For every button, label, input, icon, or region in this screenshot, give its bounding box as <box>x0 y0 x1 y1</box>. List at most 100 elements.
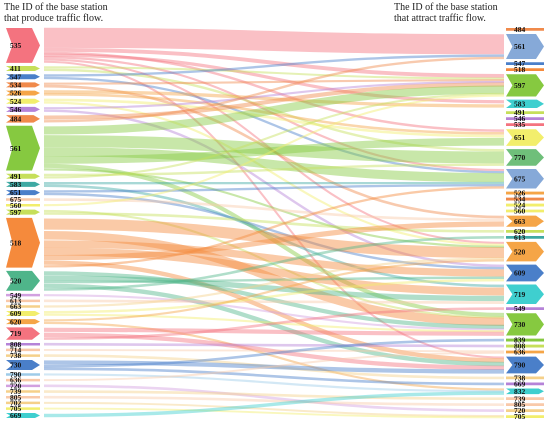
source-label-549: 549 <box>10 291 22 300</box>
flow-link-583-to-719 <box>43 184 505 288</box>
source-label-546: 546 <box>10 105 22 114</box>
target-node-560 <box>506 209 544 213</box>
source-node-719 <box>6 327 40 340</box>
source-node-560 <box>6 203 40 207</box>
source-label-739: 739 <box>10 387 22 396</box>
flow-link-651-to-609 <box>43 192 505 270</box>
target-node-675 <box>506 168 544 189</box>
target-label-535: 535 <box>514 120 526 129</box>
flow-link-720-to-720 <box>43 384 505 412</box>
source-node-739 <box>6 390 40 393</box>
flow-link-491-to-770 <box>43 163 505 177</box>
source-node-808 <box>6 342 40 346</box>
source-node-675 <box>6 198 40 201</box>
source-node-620 <box>6 319 40 325</box>
source-node-613 <box>6 299 40 303</box>
source-node-669 <box>6 413 40 418</box>
source-label-524: 524 <box>10 97 22 106</box>
flow-link-561-to-770 <box>43 135 505 164</box>
target-node-546 <box>506 117 544 121</box>
target-label-669: 669 <box>514 380 526 389</box>
source-label-669: 669 <box>10 411 22 420</box>
source-label-805: 805 <box>10 393 22 402</box>
flow-link-520-to-719 <box>43 275 505 302</box>
source-node-535 <box>6 28 40 63</box>
target-label-560: 560 <box>514 207 526 216</box>
target-label-484: 484 <box>514 25 526 34</box>
flow-link-705-to-705 <box>43 407 505 419</box>
target-node-669 <box>506 382 544 386</box>
flow-link-739-to-739 <box>43 390 505 400</box>
target-node-770 <box>506 149 544 166</box>
target-node-526 <box>506 191 544 195</box>
target-label-524: 524 <box>514 201 526 210</box>
source-node-720 <box>6 384 40 388</box>
source-label-411: 411 <box>10 64 21 73</box>
flow-link-491-to-597 <box>43 92 505 179</box>
target-label-518: 518 <box>514 65 526 74</box>
source-node-597 <box>6 209 40 215</box>
target-label-526: 526 <box>514 189 526 198</box>
source-label-583: 583 <box>10 180 22 189</box>
flow-link-518-to-730 <box>43 231 505 326</box>
source-node-518 <box>6 217 40 268</box>
target-node-720 <box>506 409 544 413</box>
flow-link-535-to-561 <box>43 27 505 55</box>
target-node-805 <box>506 403 544 407</box>
flow-link-790-to-832 <box>43 373 505 393</box>
source-node-583 <box>6 181 40 187</box>
flow-link-620-to-520 <box>43 259 505 322</box>
target-node-524 <box>506 203 544 207</box>
source-label-609: 609 <box>10 309 22 318</box>
source-node-534 <box>6 82 40 88</box>
flow-link-597-to-730 <box>43 209 505 319</box>
target-node-609 <box>506 264 544 282</box>
flow-link-484-to-561 <box>43 56 505 123</box>
target-label-719: 719 <box>514 290 526 299</box>
flow-links <box>43 27 505 419</box>
target-label-597: 597 <box>514 81 526 90</box>
flow-link-534-to-663 <box>43 84 505 219</box>
target-node-620 <box>506 229 544 233</box>
flow-link-535-to-520 <box>43 58 505 244</box>
target-label-663: 663 <box>514 217 526 226</box>
target-node-535 <box>506 123 544 126</box>
flow-link-526-to-583 <box>43 90 505 108</box>
source-nodes: 5354115475345265245464845614915836516755… <box>6 28 40 420</box>
flow-link-560-to-597 <box>43 94 505 207</box>
flow-link-663-to-520 <box>43 257 505 308</box>
source-label-560: 560 <box>10 201 22 210</box>
target-label-520: 520 <box>514 247 526 256</box>
target-node-636 <box>506 350 544 354</box>
flow-link-669-to-832 <box>43 391 505 418</box>
flow-link-518-to-790 <box>43 260 505 363</box>
target-label-636: 636 <box>514 348 526 357</box>
source-node-663 <box>6 305 40 308</box>
flow-link-484-to-597 <box>43 82 505 120</box>
source-label-597: 597 <box>10 208 22 217</box>
target-node-534 <box>506 197 544 201</box>
target-nodes: 4845615475185975834915465356517706755265… <box>506 25 544 421</box>
flow-link-609-to-730 <box>43 313 505 333</box>
target-label-549: 549 <box>514 304 526 313</box>
source-node-738 <box>6 354 40 357</box>
flow-link-546-to-597 <box>43 80 505 110</box>
source-label-651: 651 <box>10 188 22 197</box>
target-label-583: 583 <box>514 99 526 108</box>
source-label-526: 526 <box>10 89 22 98</box>
source-label-520: 520 <box>10 276 22 285</box>
target-label-808: 808 <box>514 342 526 351</box>
target-node-613 <box>506 235 544 239</box>
target-label-705: 705 <box>514 412 526 421</box>
source-node-790 <box>6 373 40 376</box>
target-node-719 <box>506 284 544 305</box>
flow-link-411-to-770 <box>43 68 505 152</box>
target-column-header: The ID of the base station that attract … <box>394 2 544 24</box>
flow-link-808-to-808 <box>43 342 505 348</box>
flow-link-561-to-651 <box>43 137 505 164</box>
flow-link-526-to-651 <box>43 92 505 135</box>
target-label-613: 613 <box>514 233 526 242</box>
flow-link-520-to-613 <box>43 236 505 291</box>
target-label-739: 739 <box>514 394 526 403</box>
